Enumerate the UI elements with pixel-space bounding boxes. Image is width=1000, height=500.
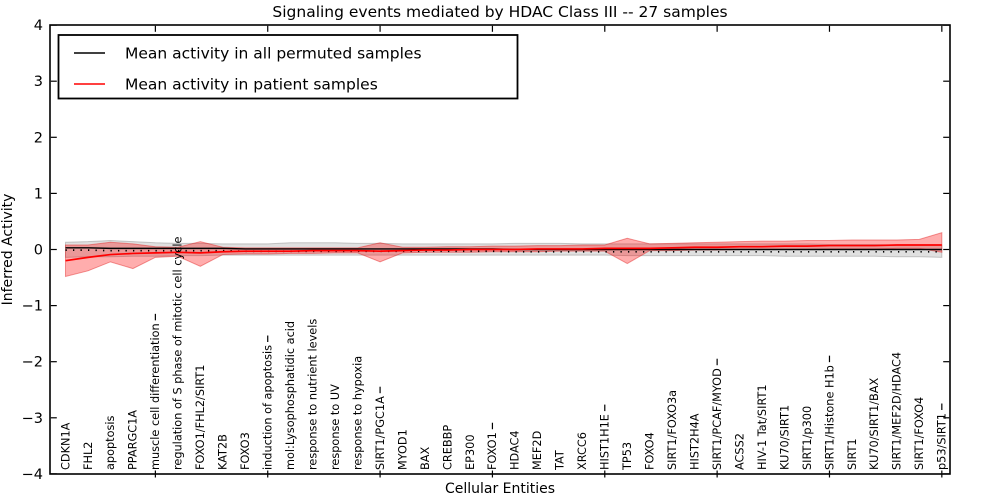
x-category-label: HIST2H4A <box>688 413 701 470</box>
x-category-label: EP300 <box>464 434 477 470</box>
x-category-label: SIRT1/p300 <box>801 406 814 470</box>
x-category-label: p53/SIRT1 <box>936 413 949 470</box>
y-tick-label: 2 <box>34 130 43 146</box>
x-category-label: response to UV <box>329 384 342 470</box>
chart-title: Signaling events mediated by HDAC Class … <box>272 3 727 21</box>
x-category-label: HDAC4 <box>509 430 522 470</box>
x-category-label: SIRT1/MEF2D/HDAC4 <box>891 352 904 470</box>
x-category-label: HIV-1 Tat/SIRT1 <box>756 384 769 470</box>
y-tick-label: −1 <box>22 299 43 315</box>
x-category-label: KU70/SIRT1 <box>778 405 791 470</box>
x-axis-label: Cellular Entities <box>445 481 555 497</box>
legend-box <box>57 34 519 100</box>
y-tick-label: 3 <box>34 74 43 90</box>
x-category-label: regulation of S phase of mitotic cell cy… <box>172 236 185 470</box>
x-category-label: KAT2B <box>217 434 230 470</box>
x-category-label: response to hypoxia <box>351 356 364 470</box>
x-category-label: FOXO4 <box>644 432 657 470</box>
y-tick-label: 0 <box>34 243 43 259</box>
x-category-label: mol:Lysophosphatidic acid <box>284 321 297 470</box>
y-axis-label: Inferred Activity <box>0 194 16 306</box>
line-patient-mean <box>65 244 942 262</box>
y-tick-label: 1 <box>34 186 43 202</box>
x-category-label: TP53 <box>621 442 634 471</box>
x-category-label: FOXO1/FHL2/SIRT1 <box>194 365 207 470</box>
x-category-label: TAT <box>554 450 567 471</box>
x-category-label: SIRT1/PCAF/MYOD <box>711 368 724 470</box>
x-category-label: ACSS2 <box>733 433 746 470</box>
x-category-label: SIRT1/FOXO3a <box>666 390 679 470</box>
x-category-label: FOXO3 <box>239 432 252 470</box>
x-category-label: apoptosis <box>104 415 117 470</box>
y-tick-label: −3 <box>22 411 43 427</box>
axis-ticks-layer: −4 −3 −2 −1 0 1 2 3 4 CDKN1A FHL2 apoptosis PPARGC1A… <box>22 18 950 483</box>
x-category-label: induction of apoptosis <box>262 345 275 470</box>
band-patient-samples <box>65 231 943 278</box>
legend-label-permuted: Mean activity in all permuted samples <box>125 45 422 63</box>
plot-frame <box>49 24 951 475</box>
x-category-label: muscle cell differentiation <box>149 323 162 470</box>
x-category-label: MYOD1 <box>396 429 409 470</box>
x-category-label: FOXO1 <box>486 432 499 470</box>
y-tick-label: −2 <box>22 355 43 371</box>
x-category-label: BAX <box>419 447 432 470</box>
x-category-label: CREBBP <box>441 425 454 470</box>
x-category-label: XRCC6 <box>576 432 589 470</box>
x-category-label: SIRT1/FOXO4 <box>913 397 926 470</box>
y-tick-label: −4 <box>22 467 43 483</box>
x-category-label: SIRT1 <box>846 438 859 470</box>
x-category-label: HIST1H1E <box>599 414 612 470</box>
x-category-label: KU70/SIRT1/BAX <box>868 378 881 470</box>
x-category-label: response to nutrient levels <box>306 319 319 470</box>
x-category-label: SIRT1/Histone H1b <box>823 365 836 470</box>
legend-label-patient: Mean activity in patient samples <box>125 76 378 94</box>
x-category-label: FHL2 <box>82 442 95 470</box>
legend: Mean activity in all permuted samples Me… <box>57 34 519 100</box>
x-category-label: CDKN1A <box>59 422 72 470</box>
x-category-label: PPARGC1A <box>127 410 140 470</box>
x-category-label: MEF2D <box>531 430 544 470</box>
x-category-label: SIRT1/PGC1A <box>374 396 387 470</box>
plot-area <box>65 231 943 278</box>
y-tick-label: 4 <box>34 18 43 34</box>
